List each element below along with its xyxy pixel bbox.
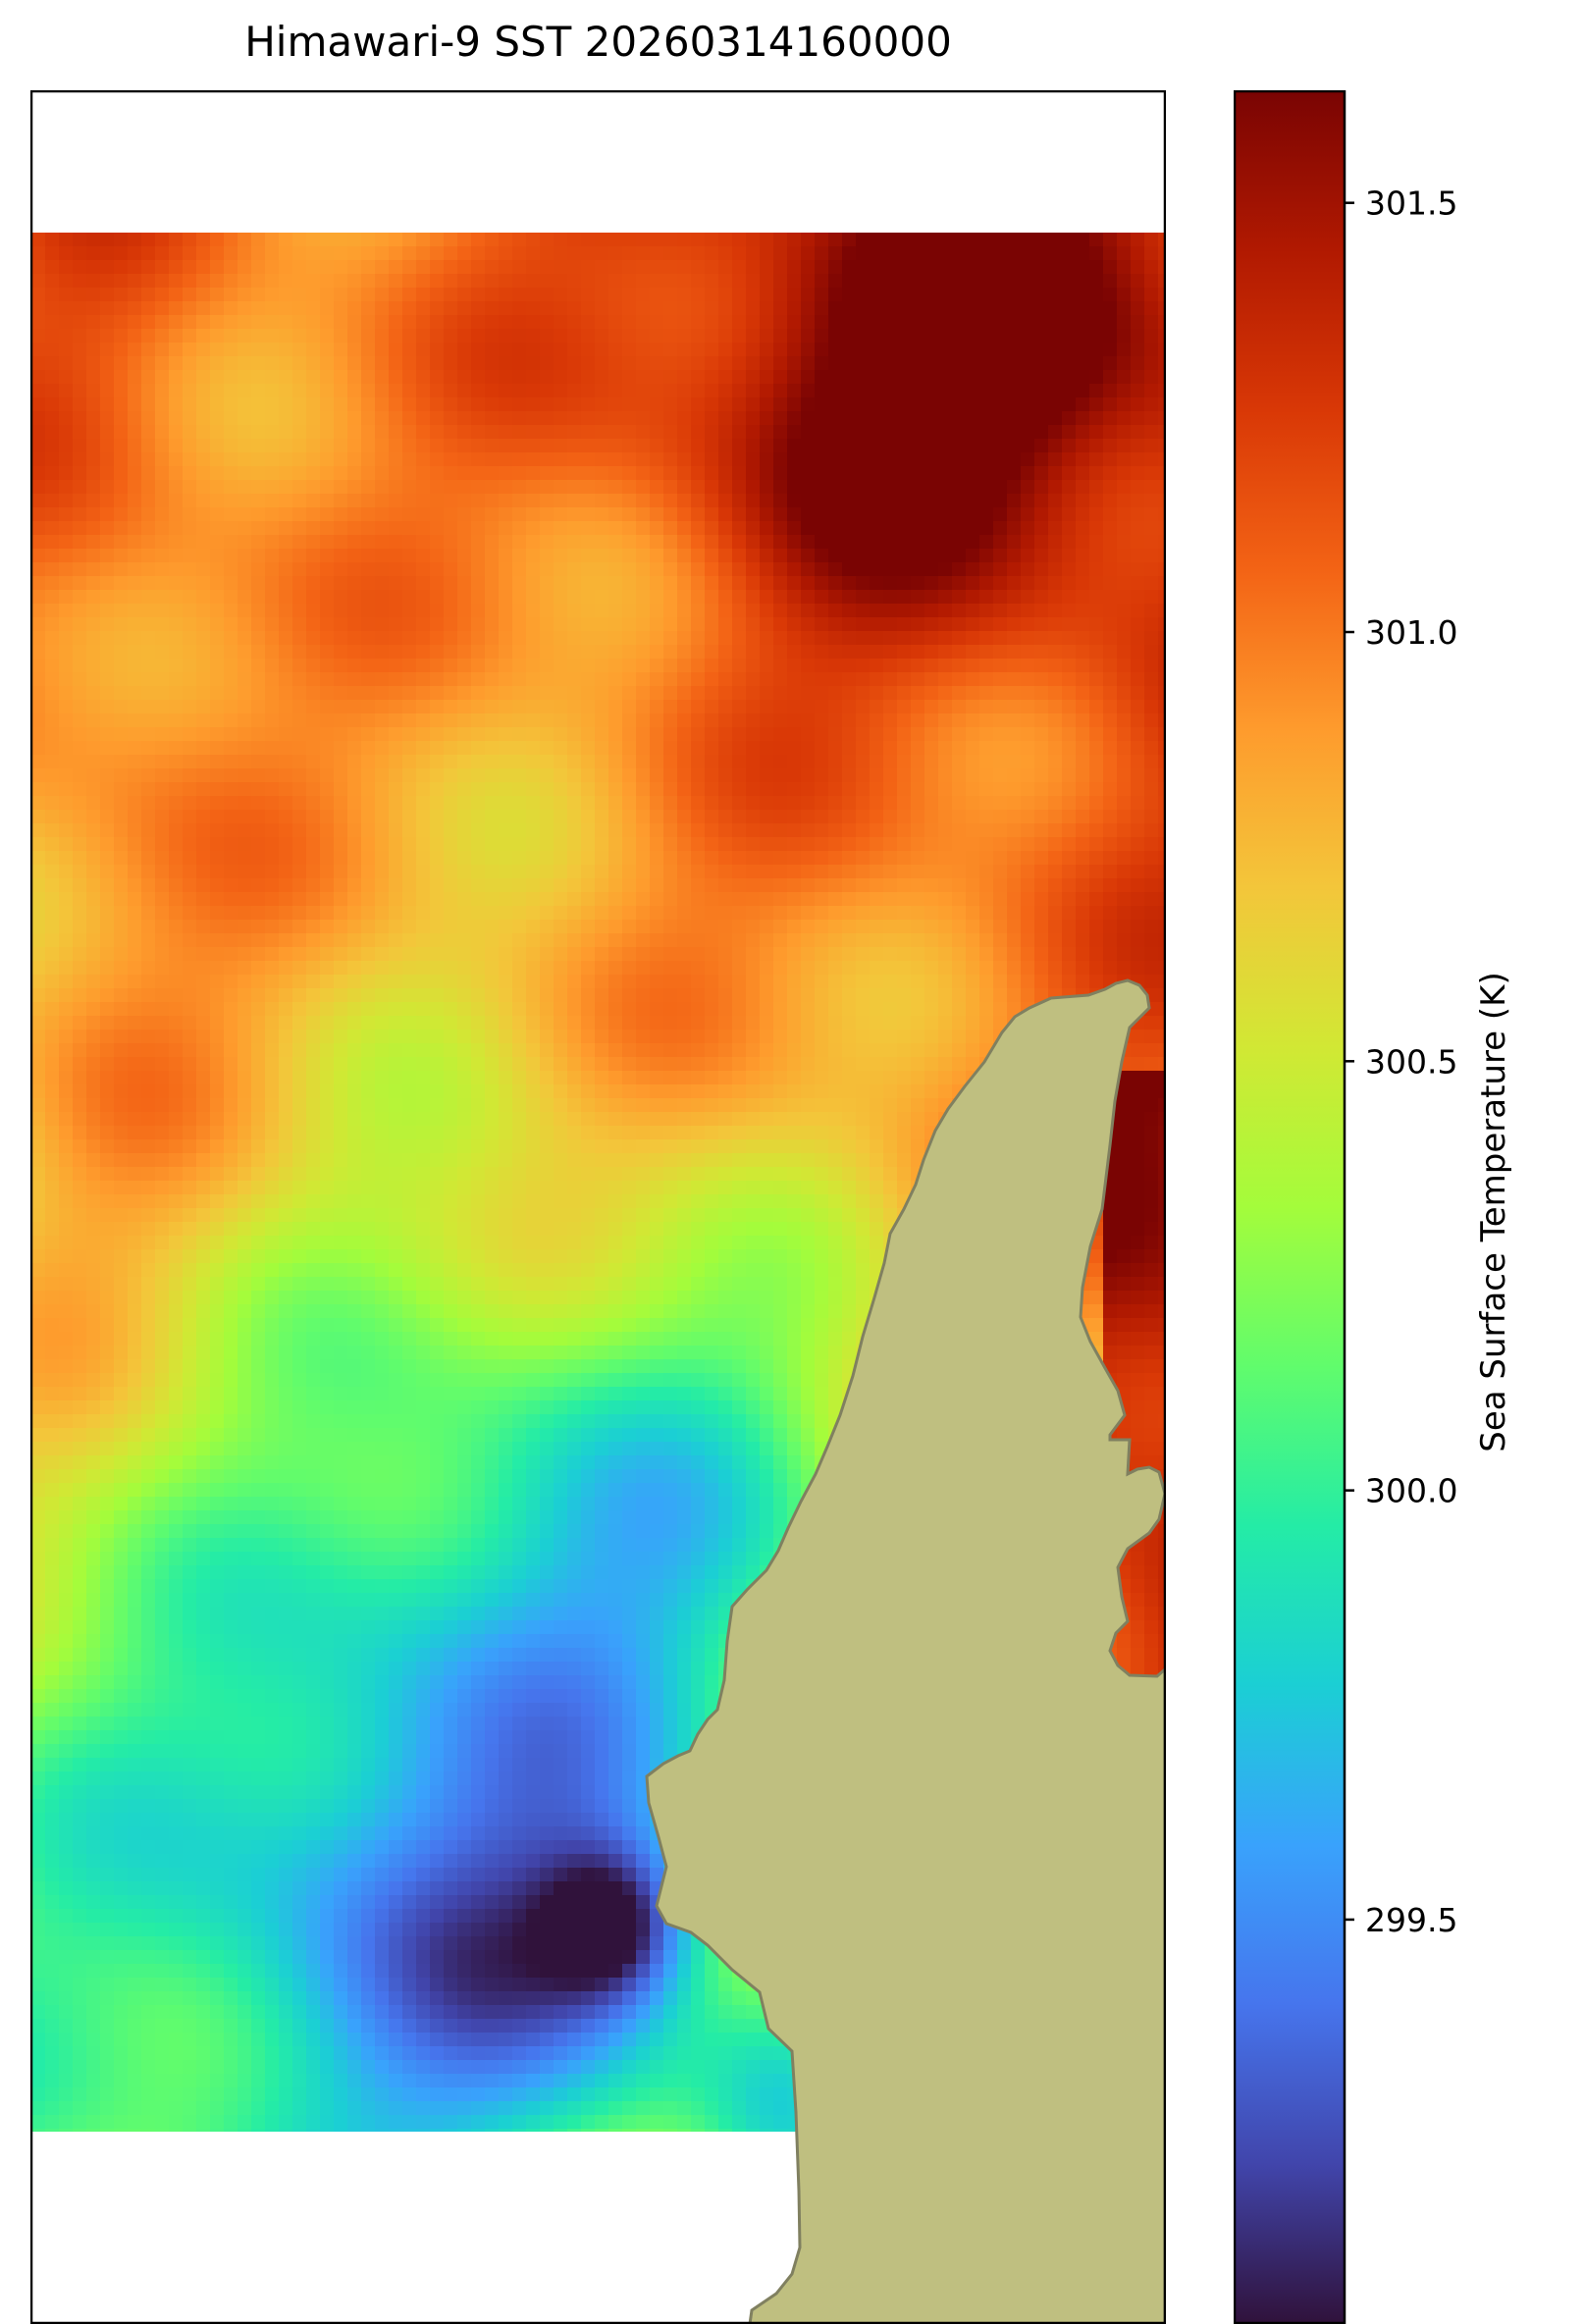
colorbar-tick-label: 300.5 [1365, 1042, 1457, 1081]
colorbar-tick-label: 301.0 [1365, 613, 1457, 652]
colorbar-tick-label: 300.0 [1365, 1472, 1457, 1510]
colorbar-tick-label: 299.5 [1365, 1901, 1457, 1939]
map-title: Himawari-9 SST 20260314160000 [31, 18, 1165, 73]
colorbar-label: Sea Surface Temperature (K) [1474, 819, 1523, 1605]
colorbar-ticks: 299.5 300.0 300.5 301.0 301.5 [1345, 185, 1457, 1939]
sst-map[interactable] [30, 90, 1166, 2324]
colorbar-gradient [1235, 91, 1345, 2323]
colorbar-tick-label: 301.5 [1365, 185, 1457, 223]
colorbar[interactable]: 299.5 300.0 300.5 301.0 301.5 [1234, 90, 1459, 2324]
